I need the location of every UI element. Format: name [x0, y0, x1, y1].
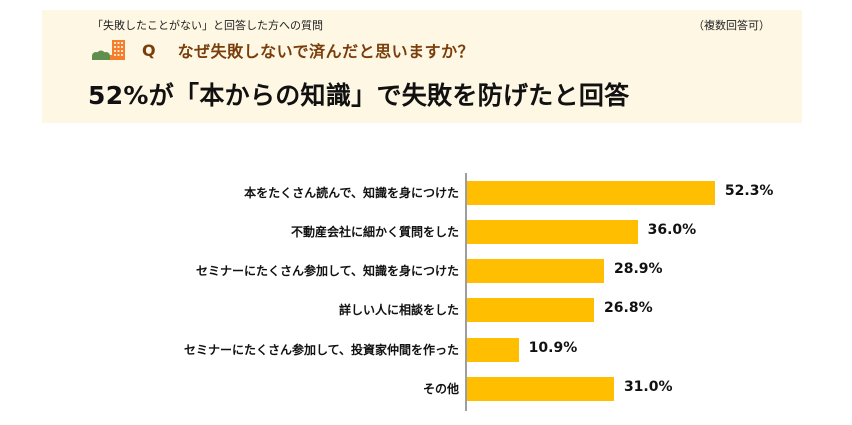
- header-panel: 「失敗したことがない」と回答した方への質問 （複数回答可） Q なぜ失敗しないで…: [42, 10, 802, 123]
- value-label: 26.8%: [604, 300, 653, 316]
- value-label: 10.9%: [528, 340, 578, 356]
- headline: 52%が「本からの知識」で失敗を防げたと回答: [88, 81, 630, 110]
- y-axis-line: [465, 173, 467, 411]
- value-label: 28.9%: [613, 261, 663, 277]
- multiple-answers-note: （複数回答可）: [693, 19, 770, 32]
- question-marker: Q: [142, 40, 156, 60]
- category-label: 詳しい人に相談をした: [338, 303, 459, 317]
- category-label: セミナーにたくさん参加して、投資家仲間を作った: [183, 343, 459, 357]
- value-label: 52.3%: [724, 183, 774, 199]
- chart-row: セミナーにたくさん参加して、投資家仲間を作った 10.9%: [0, 338, 852, 362]
- building-with-trees-icon: [92, 39, 128, 61]
- bar: [467, 377, 614, 401]
- category-label: 本をたくさん読んで、知識を身につけた: [244, 186, 459, 200]
- chart-row: セミナーにたくさん参加して、知識を身につけた 28.9%: [0, 259, 852, 283]
- bar: [467, 338, 519, 362]
- chart-row: 本をたくさん読んで、知識を身につけた 52.3%: [0, 181, 852, 205]
- question-text: なぜ失敗しないで済んだと思いますか？: [177, 42, 475, 61]
- chart-row: その他 31.0%: [0, 377, 852, 401]
- value-label: 31.0%: [623, 379, 673, 395]
- chart-row: 詳しい人に相談をした 26.8%: [0, 298, 852, 322]
- bar: [467, 259, 604, 283]
- value-label: 36.0%: [647, 222, 697, 238]
- category-label: 不動産会社に細かく質問をした: [290, 225, 459, 239]
- chart-row: 不動産会社に細かく質問をした 36.0%: [0, 220, 852, 244]
- survey-subheading: 「失敗したことがない」と回答した方への質問: [92, 19, 323, 32]
- category-label: その他: [422, 382, 459, 396]
- bar: [467, 181, 715, 205]
- bar: [467, 220, 638, 244]
- category-label: セミナーにたくさん参加して、知識を身につけた: [195, 264, 459, 278]
- question-row: Q なぜ失敗しないで済んだと思いますか？: [92, 38, 474, 62]
- bar: [467, 298, 595, 322]
